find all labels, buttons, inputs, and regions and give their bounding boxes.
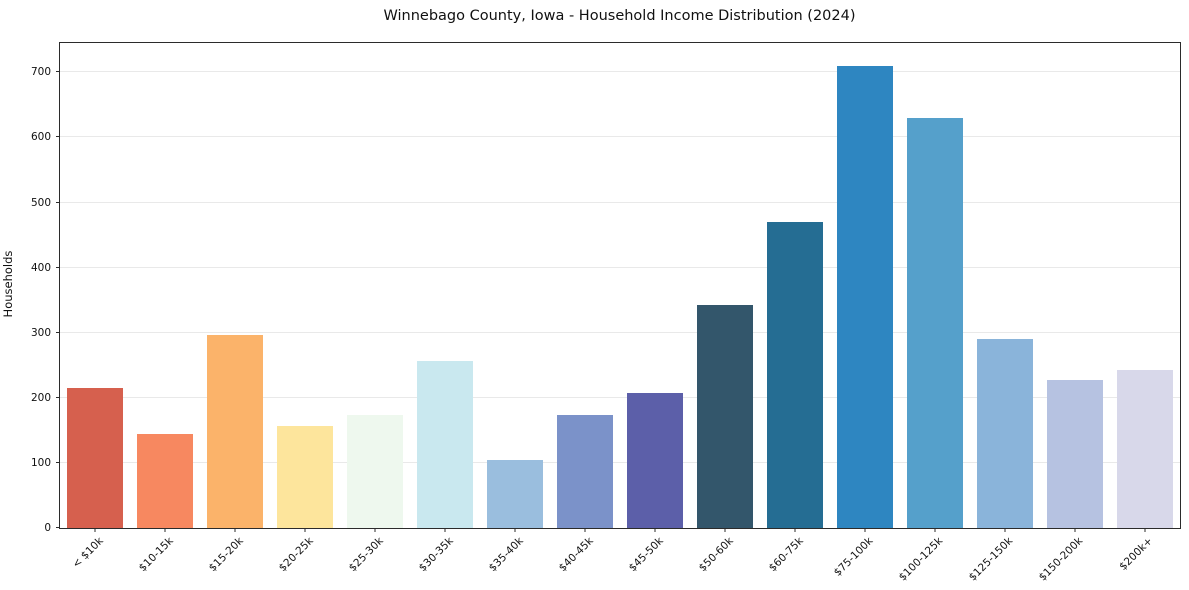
x-tick-mark — [864, 528, 866, 532]
y-tick-label: 700 — [30, 66, 51, 79]
bar-$50-60k — [697, 305, 753, 528]
y-tick-mark — [56, 201, 60, 203]
x-tick-label: < $10k — [69, 535, 106, 571]
y-tick-label: 300 — [30, 326, 51, 339]
gridline — [60, 461, 1180, 463]
x-tick-label: $50-60k — [696, 535, 736, 575]
x-tick-label: $30-35k — [416, 535, 456, 575]
x-tick-mark — [724, 528, 726, 532]
gridline — [60, 71, 1180, 73]
x-tick-mark — [514, 528, 516, 532]
bar-$60-75k — [767, 222, 823, 528]
x-tick-mark — [654, 528, 656, 532]
gridline — [60, 201, 1180, 203]
x-tick-mark — [304, 528, 306, 532]
chart-title: Winnebago County, Iowa - Household Incom… — [383, 8, 856, 24]
bar-$25-30k — [347, 414, 403, 528]
x-tick-mark — [794, 528, 796, 532]
y-tick-mark — [56, 461, 60, 463]
bar-$10-15k — [137, 433, 193, 528]
y-tick-mark — [56, 331, 60, 333]
y-tick-mark — [56, 266, 60, 268]
bar-$75-100k — [837, 65, 893, 528]
bar-< $10k — [67, 388, 123, 528]
bar-$125-150k — [977, 339, 1033, 528]
bar-$200k+ — [1117, 369, 1173, 528]
bar-$40-45k — [557, 414, 613, 528]
gridline — [60, 331, 1180, 333]
x-tick-label: $200k+ — [1117, 535, 1156, 573]
x-tick-mark — [374, 528, 376, 532]
x-tick-label: $25-30k — [346, 535, 386, 575]
y-tick-mark — [56, 527, 60, 528]
y-tick-label: 600 — [30, 131, 51, 144]
bar-$45-50k — [627, 393, 683, 528]
y-tick-label: 0 — [44, 522, 51, 534]
x-tick-mark — [164, 528, 166, 532]
bar-$30-35k — [417, 360, 473, 528]
bar-$35-40k — [487, 460, 543, 528]
plot-area: 0 100 200 300 400 500 600 700 < $10k $10-15k $15-2… — [31, 42, 1181, 584]
x-tick-label: $10-15k — [136, 535, 176, 575]
bar-$150-200k — [1047, 380, 1103, 528]
y-axis-label: Households — [1, 250, 15, 318]
x-tick-mark — [94, 528, 96, 532]
x-tick-mark — [934, 528, 936, 532]
x-tick-label: $40-45k — [556, 535, 596, 575]
x-tick-mark — [1144, 528, 1146, 532]
bar-$100-125k — [907, 117, 963, 528]
gridline — [60, 266, 1180, 268]
x-tick-mark — [234, 528, 236, 532]
y-tick-label: 200 — [30, 391, 51, 404]
y-tick-label: 400 — [30, 261, 51, 274]
x-tick-label: $125-150k — [966, 535, 1016, 584]
bar-$20-25k — [277, 425, 333, 528]
x-tick-label: $60-75k — [766, 535, 806, 575]
y-tick-mark — [56, 136, 60, 138]
gridline — [60, 396, 1180, 398]
x-tick-label: $100-125k — [896, 535, 946, 584]
y-tick-mark — [56, 71, 60, 73]
x-tick-label: $45-50k — [626, 535, 666, 575]
x-tick-label: $75-100k — [831, 535, 876, 579]
x-tick-mark — [1074, 528, 1076, 532]
x-tick-mark — [584, 528, 586, 532]
x-tick-label: $150-200k — [1036, 535, 1086, 584]
x-tick-mark — [1004, 528, 1006, 532]
bar-$15-20k — [207, 335, 263, 528]
y-tick-label: 500 — [30, 196, 51, 209]
x-tick-label: $35-40k — [486, 535, 526, 575]
x-tick-mark — [444, 528, 446, 532]
x-tick-label: $20-25k — [276, 535, 316, 575]
y-tick-label: 100 — [30, 456, 51, 469]
y-tick-mark — [56, 396, 60, 398]
x-tick-label: $15-20k — [206, 535, 246, 575]
gridline — [60, 136, 1180, 138]
